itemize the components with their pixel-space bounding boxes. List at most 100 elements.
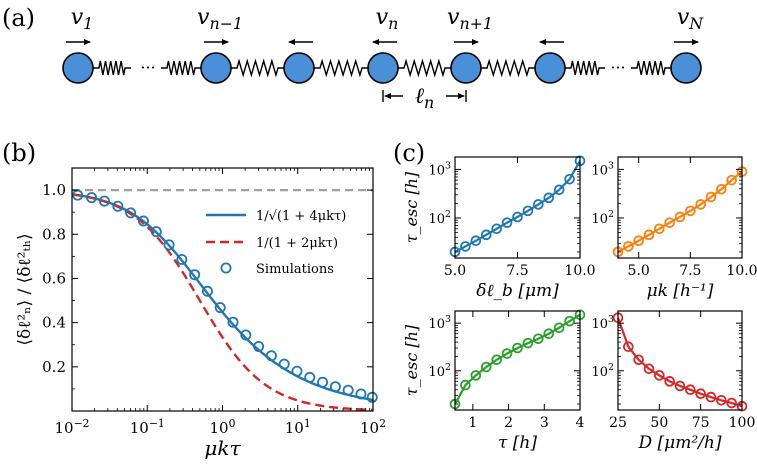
y-tick-label: 0.2 [42, 358, 66, 376]
y-axis-label: τ_esc [h] [402, 324, 421, 396]
velocity-label: vn+1 [447, 5, 493, 33]
data-point [522, 337, 534, 349]
data-point [633, 354, 644, 366]
data-point [643, 229, 655, 241]
fit-curve [454, 160, 581, 253]
velocity-label: v1 [71, 5, 94, 33]
spring [565, 60, 605, 76]
bead [670, 52, 702, 84]
y-axis-label: ⟨δℓ²ₙ⟩ / ⟨δℓ²ₜₕ⟩ [15, 233, 35, 345]
velocity-label-sub: 1 [83, 14, 93, 33]
data-point [491, 223, 502, 235]
x-tick-label: 10.0 [726, 263, 757, 279]
simulation-point [150, 226, 162, 238]
data-point [716, 183, 727, 195]
theory-curve-inverse [71, 193, 374, 412]
velocity-label-base: v [677, 5, 690, 30]
velocity-label: vn−1 [197, 5, 243, 33]
data-point [654, 370, 665, 381]
data-point [533, 333, 544, 345]
velocity-label-base: v [376, 5, 389, 30]
velocity-label-sub: n−1 [209, 14, 243, 33]
data-point [512, 211, 523, 223]
length-label-base: ℓ [415, 84, 425, 109]
y-tick-label-base: 10 [429, 212, 446, 227]
y-tick-label-base: 10 [429, 163, 446, 178]
velocity-label-base: v [447, 5, 460, 30]
y-tick-label-sup: 2 [608, 209, 614, 220]
simulation-point [86, 192, 98, 204]
x-tick-label: 101 [285, 417, 311, 437]
data-point [685, 205, 696, 217]
spring [93, 60, 131, 76]
x-axis-label: μk [h⁻¹] [647, 281, 714, 301]
simulation-point [278, 358, 290, 370]
y-tick-label-sup: 3 [445, 160, 451, 171]
y-tick-label: 102 [429, 209, 452, 227]
x-tick-label-sup: −2 [74, 417, 90, 430]
x-tick-label-base: 10 [54, 419, 73, 437]
legend-label-simulations: Simulations [256, 262, 334, 277]
y-tick-label: 103 [429, 314, 452, 332]
x-tick-label: 100 [729, 415, 756, 431]
plot-frame [71, 167, 374, 412]
simulation-point [125, 207, 137, 219]
data-point [543, 328, 555, 340]
data-point [695, 199, 706, 210]
simulation-point [291, 365, 303, 377]
velocity-label-sub: N [688, 14, 704, 33]
velocity-label-base: v [71, 5, 84, 30]
data-point [480, 361, 492, 373]
x-tick-label: 4 [576, 415, 585, 431]
theory-curve-sqrt [71, 193, 374, 402]
y-axis-label: τ_esc [h] [402, 171, 421, 243]
x-tick-label-base: 10 [130, 419, 149, 437]
x-tick-label: 2 [504, 415, 513, 431]
ellipsis-left: ··· [140, 58, 155, 77]
y-tick-label-sup: 2 [445, 362, 451, 373]
bead [283, 52, 315, 84]
panel-b-chart: 10−2 10−1 100 101 1020.20.40.60.81.0μkτ⟨δℓ²ₙ… [15, 167, 386, 460]
spring [314, 58, 368, 78]
y-tick-label-base: 10 [429, 317, 446, 332]
simulation-point [355, 388, 367, 400]
fit-curve [454, 313, 581, 405]
simulation-point [342, 384, 354, 396]
y-tick-label-base: 10 [592, 317, 609, 332]
panel-a-label: (a) [2, 4, 35, 32]
x-tick-label: 7.5 [506, 263, 528, 279]
simulation-point [189, 269, 201, 281]
x-axis-label: D [μm²/h] [638, 433, 722, 453]
data-point [522, 205, 534, 217]
simulation-point [265, 350, 277, 362]
data-point [726, 174, 737, 186]
x-tick-label-sup: 0 [229, 417, 236, 430]
y-tick-label: 102 [429, 362, 452, 380]
legend: 1/√(1 + 4μkτ) 1/(1 + 2μkτ) Simulations [206, 209, 346, 277]
bead [62, 52, 94, 84]
fit-curve [616, 317, 743, 408]
spring [231, 58, 284, 78]
data-point [543, 192, 555, 204]
x-tick-label: 25 [609, 415, 627, 431]
x-axis-label: τ [h] [498, 433, 537, 453]
data-point [674, 380, 686, 392]
x-tick-label-sup: 2 [379, 417, 386, 430]
bead [534, 52, 566, 84]
y-tick-label-base: 10 [592, 365, 609, 380]
simulation-point [176, 253, 188, 265]
simulation-point [240, 329, 252, 341]
y-tick-label-sup: 3 [608, 160, 614, 171]
length-label: ℓn [415, 84, 434, 112]
simulation-point [201, 285, 213, 297]
x-tick-label: 10−1 [130, 417, 165, 437]
data-point [695, 388, 706, 399]
simulation-point [317, 376, 329, 388]
simulation-point [329, 381, 341, 393]
legend-marker-simulations [220, 262, 232, 274]
data-point [501, 217, 513, 228]
y-tick-label-base: 10 [592, 163, 609, 178]
